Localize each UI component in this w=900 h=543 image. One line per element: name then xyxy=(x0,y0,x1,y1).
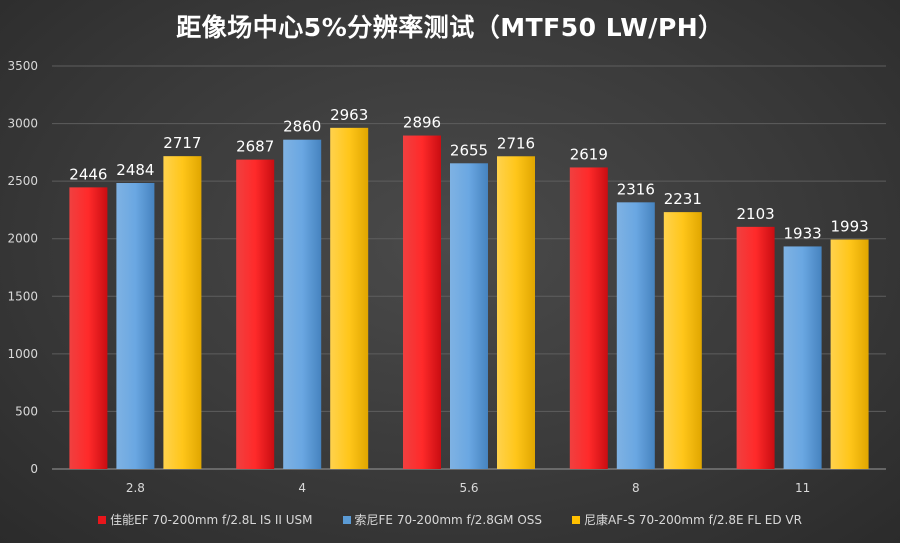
bar-series1-cat4 xyxy=(783,246,822,469)
data-label-series1-cat3: 2316 xyxy=(617,180,655,198)
x-tick-label: 5.6 xyxy=(459,481,478,495)
legend-item-canon: 佳能EF 70-200mm f/2.8L IS II USM xyxy=(98,511,313,528)
data-label-series2-cat1: 2963 xyxy=(330,106,368,124)
legend-label-canon: 佳能EF 70-200mm f/2.8L IS II USM xyxy=(110,513,313,527)
y-tick-label: 0 xyxy=(30,462,38,476)
y-tick-label: 1500 xyxy=(7,289,38,303)
x-tick-label: 4 xyxy=(298,481,306,495)
chart-title: 距像场中心5%分辨率测试（MTF50 LW/PH） xyxy=(176,13,724,42)
legend-swatch-nikon xyxy=(572,515,581,524)
legend-swatch-canon xyxy=(98,515,107,524)
data-label-series0-cat2: 2896 xyxy=(403,114,441,132)
bar-series2-cat2 xyxy=(497,156,535,469)
y-tick-label: 2500 xyxy=(7,174,38,188)
data-label-series0-cat4: 2103 xyxy=(737,205,775,223)
bar-series1-cat2 xyxy=(450,163,488,469)
legend-label-sony: 索尼FE 70-200mm f/2.8GM OSS xyxy=(354,513,543,527)
data-label-series1-cat0: 2484 xyxy=(116,161,154,179)
bar-series2-cat1 xyxy=(330,127,369,469)
legend-swatch-sony xyxy=(342,515,351,524)
bar-series0-cat2 xyxy=(403,135,441,470)
data-label-series0-cat0: 2446 xyxy=(69,165,107,183)
data-label-series2-cat0: 2717 xyxy=(163,134,201,152)
legend-item-sony: 索尼FE 70-200mm f/2.8GM OSS xyxy=(342,511,543,528)
chart-legend: 佳能EF 70-200mm f/2.8L IS II USM 索尼FE 70-2… xyxy=(0,511,900,528)
bar-series2-cat0 xyxy=(163,156,202,469)
legend-label-nikon: 尼康AF-S 70-200mm f/2.8E FL ED VR xyxy=(584,513,802,527)
bar-series1-cat0 xyxy=(116,182,155,469)
y-tick-label: 500 xyxy=(15,404,38,418)
bar-series1-cat3 xyxy=(616,202,655,469)
data-label-series0-cat1: 2687 xyxy=(236,138,274,156)
x-tick-label: 8 xyxy=(632,481,640,495)
y-tick-label: 3000 xyxy=(7,117,38,131)
bar-series0-cat0 xyxy=(69,187,108,469)
data-label-series1-cat4: 1933 xyxy=(784,224,822,242)
legend-item-nikon: 尼康AF-S 70-200mm f/2.8E FL ED VR xyxy=(572,511,802,528)
data-label-series2-cat2: 2716 xyxy=(497,134,535,152)
bar-series2-cat3 xyxy=(663,212,702,470)
x-tick-label: 2.8 xyxy=(126,481,145,495)
bar-series0-cat1 xyxy=(236,159,275,469)
bar-series1-cat1 xyxy=(283,139,322,470)
data-label-series0-cat3: 2619 xyxy=(570,145,608,163)
y-tick-label: 3500 xyxy=(7,59,38,73)
y-tick-label: 1000 xyxy=(7,347,38,361)
bar-series0-cat4 xyxy=(736,226,775,469)
bar-series2-cat4 xyxy=(830,239,869,469)
bar-series0-cat3 xyxy=(569,167,608,469)
data-label-series2-cat3: 2231 xyxy=(664,190,702,208)
data-label-series2-cat4: 1993 xyxy=(831,218,869,236)
x-axis-ticks: 2.8 4 5.6 8 11 xyxy=(126,481,810,495)
data-label-series1-cat1: 2860 xyxy=(283,118,321,136)
y-tick-label: 2000 xyxy=(7,232,38,246)
x-tick-label: 11 xyxy=(795,481,810,495)
data-labels: 2446 2484 2717 2687 2860 2963 2896 2655 2716 2619… xyxy=(69,106,868,243)
y-axis-ticks: 0 500 1000 1500 2000 2500 3000 3500 xyxy=(7,59,38,476)
bars xyxy=(69,127,869,470)
data-label-series1-cat2: 2655 xyxy=(450,141,488,159)
